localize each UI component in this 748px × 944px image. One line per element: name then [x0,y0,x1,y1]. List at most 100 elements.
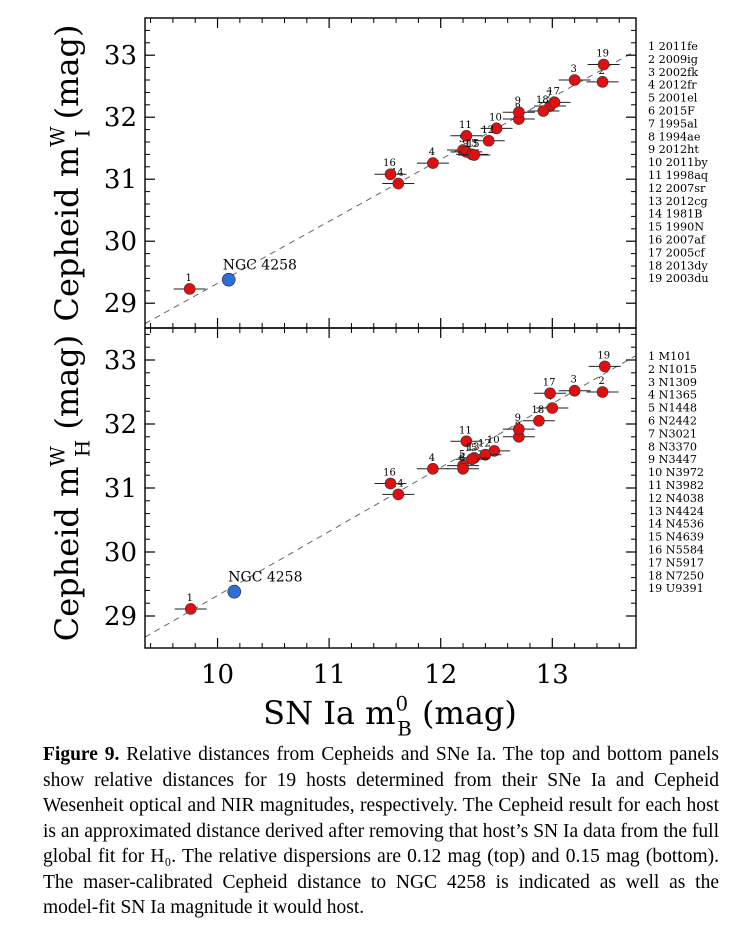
point-label: 14 [391,168,404,179]
legend-entry: 11 1998aq [648,169,708,182]
point-label: 4 [429,453,435,464]
legend-entry: 8 N3370 [648,440,697,453]
legend-entry: 6 2015F [648,105,695,118]
point-label: 2 [598,66,604,77]
legend-entry: 4 2012fr [648,79,697,92]
data-point [597,58,610,71]
point-label: 18 [532,405,545,416]
point-label: 13 [467,442,480,453]
point-label: 19 [596,49,609,60]
data-point [596,386,609,398]
data-point [544,387,556,400]
figure-caption: Figure 9. Relative distances from Cephei… [43,742,719,921]
legend-entry: 7 N3021 [648,427,697,440]
data-point [183,283,196,295]
y-tick-label: 33 [104,346,137,376]
figure: 293031323312345678910111213141516171819N… [47,17,709,740]
legend-entry: 14 1981B [648,208,703,221]
point-label: 13 [465,138,478,149]
point-label: 10 [489,112,502,123]
data-point [596,76,609,88]
data-point [468,149,480,161]
data-point [546,402,559,414]
panel-frame [144,327,637,649]
data-point [427,157,439,169]
data-point [384,477,397,490]
legend-entry: 16 N5584 [648,544,704,557]
y-tick-label: 29 [104,289,137,319]
reference-line [144,355,637,638]
legend-entry: 15 N4639 [648,531,704,544]
y-tick-label: 33 [104,41,137,71]
point-label: 19 [597,350,610,361]
point-label: 15 [467,139,480,150]
top-panel: 293031323312345678910111213141516171819N… [104,17,709,329]
anchor-point [221,272,236,287]
data-point [598,360,611,373]
data-point [533,414,545,427]
data-point [513,423,525,435]
legend-entry: 17 2005cf [648,246,706,259]
y-tick-label: 31 [104,165,137,195]
point-label: 12 [481,125,494,136]
x-tick-label: 11 [313,660,346,690]
legend-entry: 7 1995al [648,117,698,130]
data-point [479,448,492,461]
legend-entry: 18 2013dy [648,259,708,272]
data-point [457,462,469,475]
y-axis-label: Cepheid mWH (mag) [47,335,95,642]
y-axis-label: Cepheid mWI (mag) [47,24,95,321]
x-tick-label: 12 [424,660,457,690]
y-tick-label: 32 [104,103,137,133]
legend-entry: 18 N7250 [648,569,704,582]
legend-entry: 1 2011fe [648,40,698,53]
legend-entry: 16 2007af [648,234,706,247]
legend-entry: 10 N3972 [648,466,704,479]
data-point [513,106,525,119]
point-label: 11 [459,120,472,131]
data-point [482,134,495,147]
legend-entry: 12 N4038 [648,492,704,505]
legend-entry: 5 N1448 [648,402,697,415]
legend-entry: 9 2012ht [648,143,699,156]
caption-label: Figure 9. [43,744,120,765]
x-tick-label: 13 [536,660,569,690]
legend-entry: 3 2002fk [648,66,698,79]
legend-entry: 13 N4424 [648,505,704,518]
data-point [548,96,561,109]
legend-entry: 4 N1365 [648,389,697,402]
point-label: 12 [478,439,491,450]
point-label: 17 [547,86,560,97]
legend-entry: 19 U9391 [648,582,704,595]
legend-entry: 14 N4536 [648,518,704,531]
point-label: 1 [187,593,193,604]
point-label: 18 [536,95,549,106]
point-label: 17 [543,377,556,388]
legend-entry: 17 N5917 [648,556,704,569]
legend-entry: 13 2012cg [648,195,708,208]
legend-entry: 10 2011by [648,156,708,169]
point-label: 15 [465,443,478,454]
point-label: 1 [185,273,191,284]
data-point [537,105,550,117]
point-label: 2 [598,376,604,387]
legend-entry: 2 N1015 [648,363,697,376]
point-label: 3 [570,64,576,75]
x-tick-label: 10 [201,660,234,690]
data-point [392,177,405,190]
legend-entry: 9 N3447 [648,453,697,466]
point-label: 10 [487,435,500,446]
point-label: 3 [570,375,576,386]
legend-entry: 6 N2442 [648,415,697,428]
y-tick-label: 32 [104,410,137,440]
legend-entry: 2 2009ig [648,53,698,66]
data-point [392,488,405,501]
point-label: 5 [459,450,465,461]
legend-entry: 19 2003du [648,272,709,285]
anchor-point [227,584,242,599]
legend-entry: 3 N1309 [648,376,697,389]
anchor-label: NGC 4258 [223,258,297,274]
y-tick-label: 30 [104,538,137,568]
legend-entry: 15 1990N [648,221,704,234]
legend-entry: 12 2007sr [648,182,706,195]
